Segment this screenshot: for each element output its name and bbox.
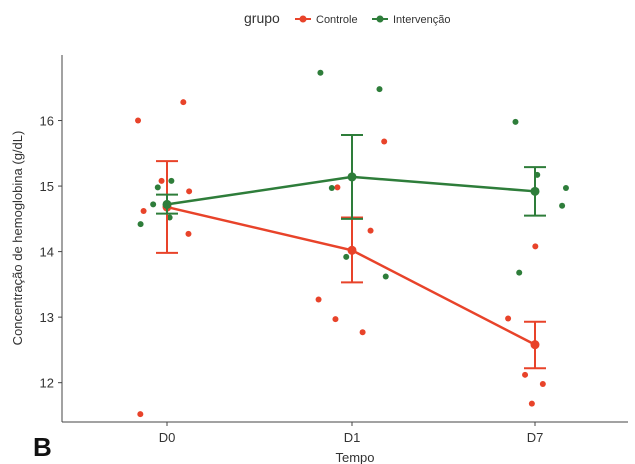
data-point — [150, 201, 157, 208]
data-point — [186, 188, 193, 195]
y-tick-label: 13 — [40, 310, 54, 325]
data-point — [512, 118, 519, 125]
data-point — [539, 380, 546, 387]
x-tick-label: D1 — [344, 430, 361, 445]
data-point — [137, 411, 144, 418]
data-point — [185, 230, 192, 237]
x-tick-label: D7 — [527, 430, 544, 445]
panel-label: B — [33, 432, 52, 462]
data-point — [381, 138, 388, 145]
data-point — [315, 296, 322, 303]
data-point — [522, 371, 529, 378]
data-point — [154, 184, 161, 191]
data-point — [317, 69, 324, 76]
legend-entry-label: Intervenção — [393, 14, 450, 26]
data-point — [532, 243, 539, 250]
tick-labels: 12 13 14 15 16 D0 D1 D7 — [40, 114, 544, 445]
legend-title: grupo — [244, 10, 280, 26]
mean-point — [162, 199, 172, 209]
data-point — [135, 117, 142, 124]
data-point — [332, 316, 339, 323]
data-point — [166, 214, 173, 221]
jitter-points — [135, 69, 569, 418]
y-tick-label: 12 — [40, 376, 54, 391]
mean-point — [347, 245, 357, 255]
data-point — [137, 221, 144, 228]
data-point — [328, 185, 335, 192]
y-tick-label: 14 — [40, 245, 54, 260]
y-axis-label: Concentração de hemoglobina (g/dL) — [10, 131, 25, 346]
data-point — [516, 269, 523, 276]
data-point — [158, 177, 165, 184]
mean-point — [530, 340, 540, 350]
mean-point — [347, 172, 357, 182]
x-axis-label: Tempo — [335, 450, 374, 464]
legend-key-dot — [376, 15, 384, 23]
y-tick-label: 16 — [40, 114, 54, 129]
data-point — [343, 253, 350, 260]
legend-entry-label: Controle — [316, 14, 358, 26]
data-point — [505, 315, 512, 322]
mean-point — [530, 186, 540, 196]
data-point — [559, 202, 566, 209]
data-point — [528, 400, 535, 407]
y-tick-label: 15 — [40, 179, 54, 194]
data-point — [382, 273, 389, 280]
data-point — [376, 86, 383, 93]
legend-key-dot — [299, 15, 307, 23]
data-point — [367, 227, 374, 234]
axes — [61, 55, 628, 423]
legend-entries: Controle Intervenção — [295, 14, 450, 26]
legend: grupo Controle Intervenção — [244, 10, 450, 26]
data-point — [334, 184, 341, 191]
data-point — [359, 329, 366, 336]
data-point — [168, 177, 175, 184]
error-bars — [156, 133, 546, 370]
data-point — [140, 207, 147, 214]
data-point — [180, 99, 187, 106]
data-point — [562, 185, 569, 192]
x-tick-label: D0 — [159, 430, 176, 445]
